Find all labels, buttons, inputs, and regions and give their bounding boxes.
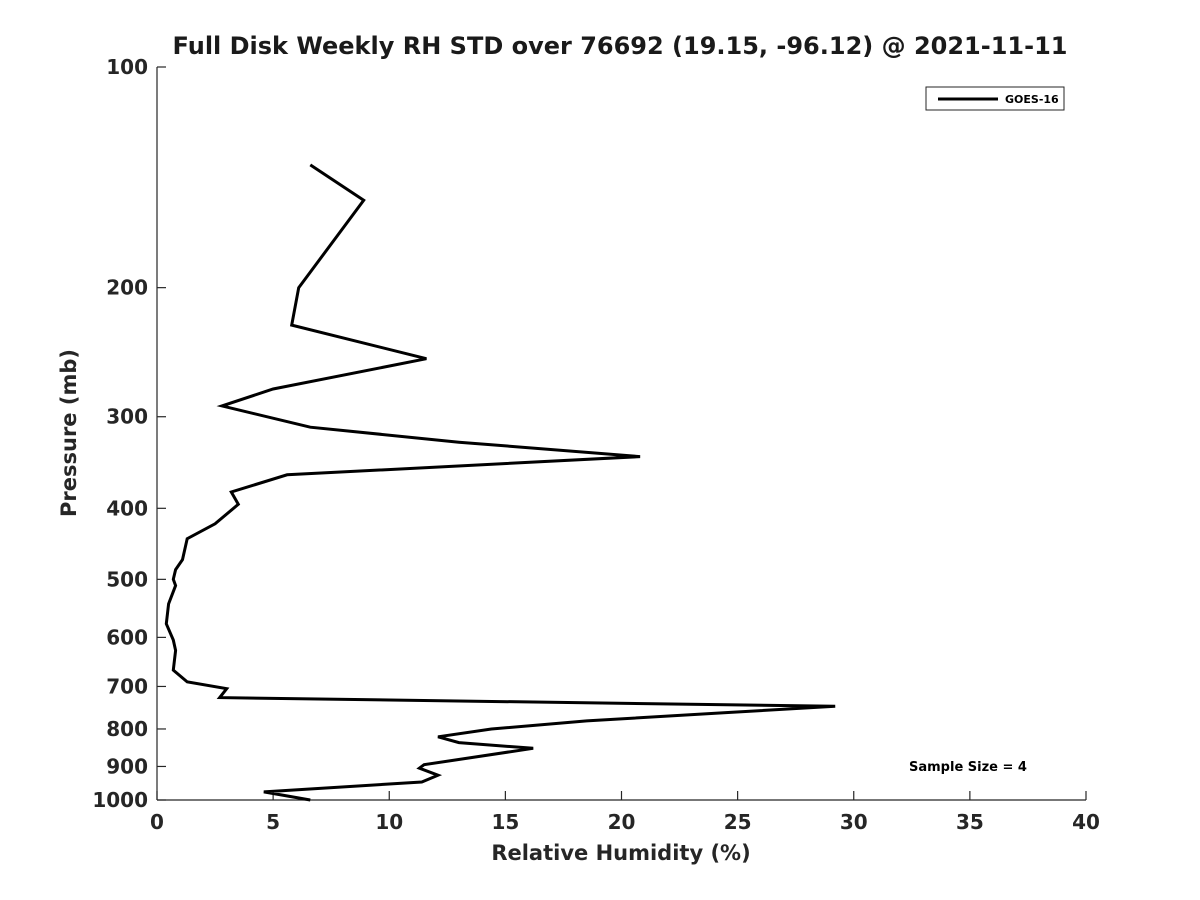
sample-size-annotation: Sample Size = 4 bbox=[909, 760, 1027, 775]
y-tick-label: 1000 bbox=[92, 788, 148, 812]
x-tick-label: 30 bbox=[840, 810, 868, 834]
y-axis-label: Pressure (mb) bbox=[57, 349, 81, 517]
y-tick-label: 100 bbox=[106, 55, 148, 79]
y-tick-label: 400 bbox=[106, 496, 148, 520]
y-tick-label: 600 bbox=[106, 625, 148, 649]
chart-title: Full Disk Weekly RH STD over 76692 (19.1… bbox=[173, 32, 1068, 60]
x-tick-label: 5 bbox=[266, 810, 280, 834]
x-tick-label: 35 bbox=[956, 810, 984, 834]
x-ticks: 0 5 10 15 20 25 30 35 40 bbox=[150, 791, 1100, 834]
legend: GOES-16 bbox=[925, 86, 1065, 111]
y-tick-label: 300 bbox=[106, 405, 148, 429]
legend-entry-goes-16: GOES-16 bbox=[1005, 93, 1059, 106]
y-ticks: 100 200 300 400 500 600 700 800 900 1000 bbox=[92, 55, 166, 812]
y-tick-label: 200 bbox=[106, 276, 148, 300]
y-tick-label: 900 bbox=[106, 754, 148, 778]
x-tick-label: 20 bbox=[608, 810, 636, 834]
x-tick-label: 25 bbox=[724, 810, 752, 834]
series-line-goes-16 bbox=[164, 163, 836, 802]
x-tick-label: 10 bbox=[375, 810, 403, 834]
x-tick-label: 40 bbox=[1072, 810, 1100, 834]
x-axis-label: Relative Humidity (%) bbox=[491, 841, 750, 865]
x-tick-label: 0 bbox=[150, 810, 164, 834]
y-tick-label: 700 bbox=[106, 674, 148, 698]
y-tick-label: 800 bbox=[106, 717, 148, 741]
y-tick-label: 500 bbox=[106, 567, 148, 591]
x-tick-label: 15 bbox=[491, 810, 519, 834]
